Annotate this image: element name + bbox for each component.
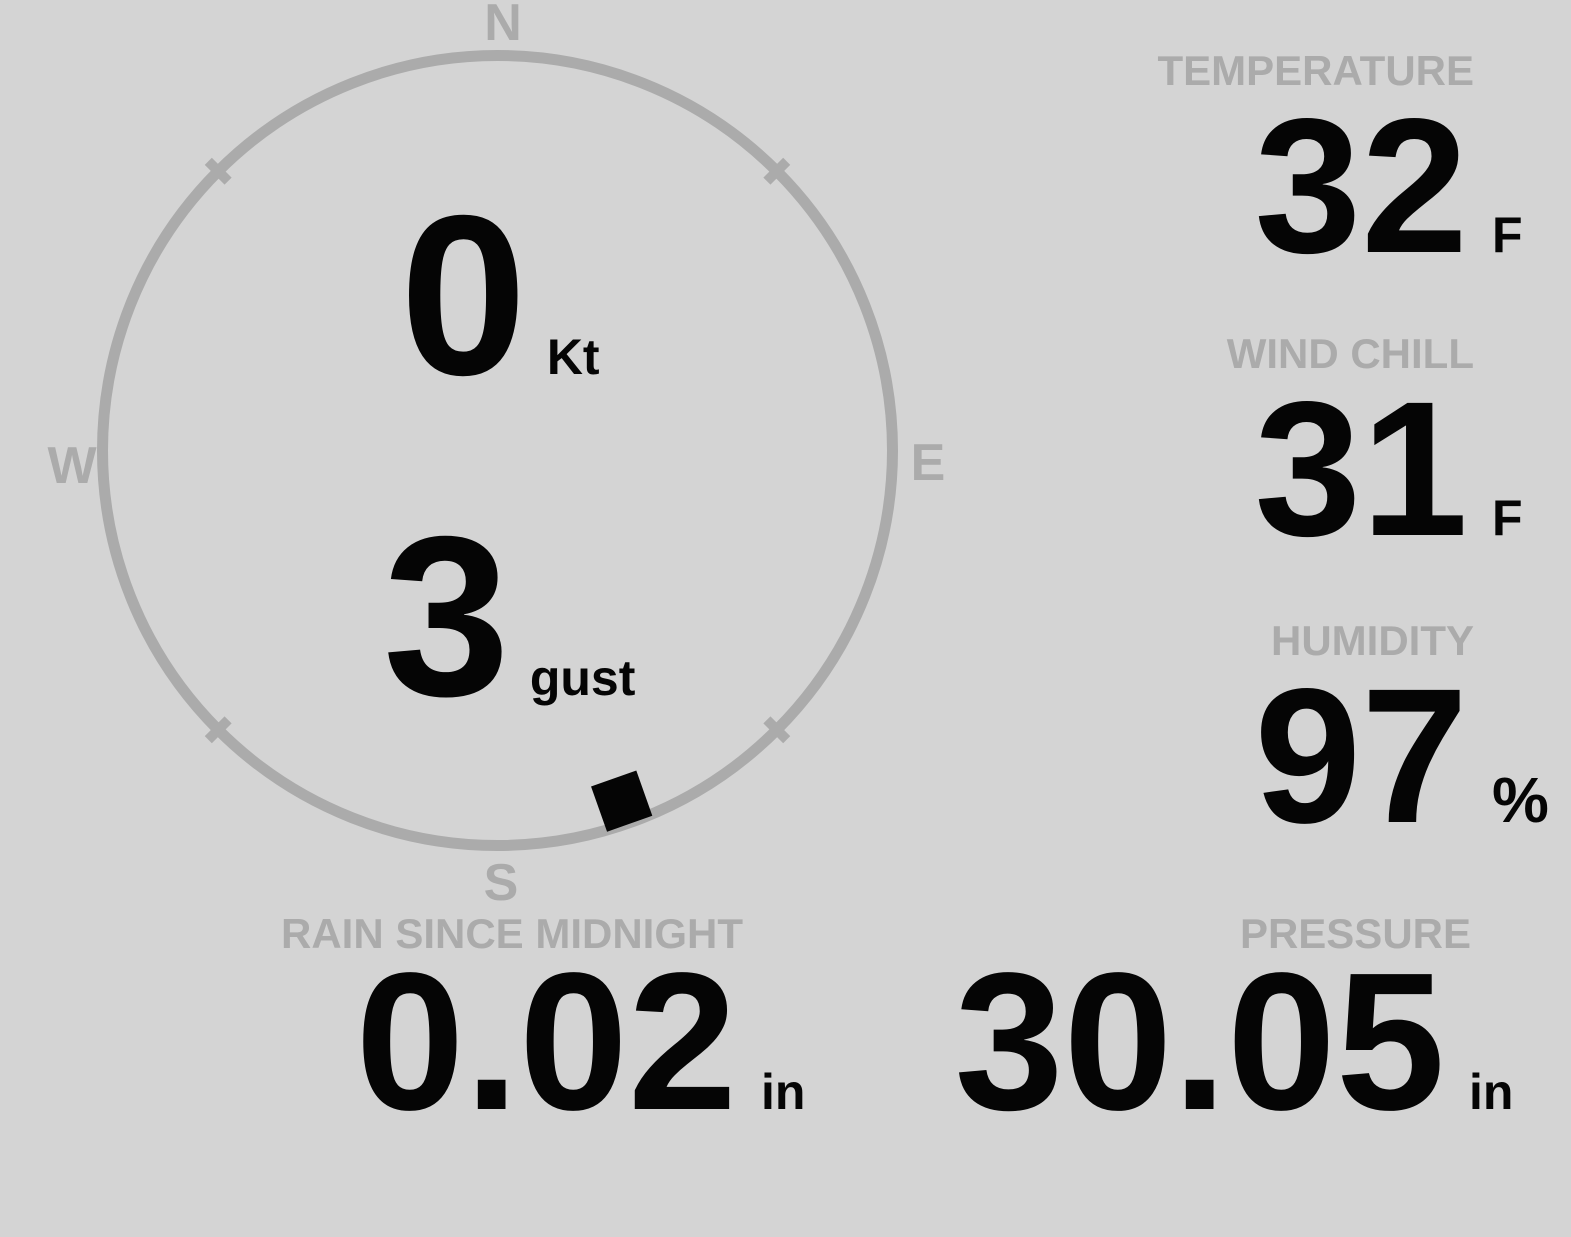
wind-direction-marker	[591, 770, 653, 832]
temperature-unit: F	[1492, 207, 1523, 263]
compass-tick-sw	[204, 716, 232, 744]
wind-speed-readout: 0 Kt	[400, 182, 600, 410]
compass-tick-se	[763, 716, 791, 744]
rain-since-midnight-value: 0.02	[355, 932, 737, 1151]
rain-since-midnight-metric: RAIN SINCE MIDNIGHT 0.02 in	[281, 913, 806, 1151]
compass-tick-ne	[763, 157, 791, 185]
wind-chill-metric: WIND CHILL 31 F	[1227, 333, 1523, 576]
pressure-label: PRESSURE	[1239, 910, 1471, 957]
humidity-unit: %	[1492, 764, 1549, 836]
wind-gust-unit: gust	[529, 650, 636, 706]
compass-tick-nw	[204, 157, 232, 185]
temperature-label: TEMPERATURE	[1157, 47, 1474, 94]
wind-chill-unit: F	[1492, 490, 1523, 546]
pressure-readout: 30.05 in	[954, 932, 1514, 1151]
wind-gust-value: 3	[383, 490, 510, 744]
pressure-metric: PRESSURE 30.05 in	[954, 913, 1514, 1151]
cardinal-north-label: N	[484, 0, 522, 52]
temperature-metric: TEMPERATURE 32 F	[1157, 50, 1522, 293]
wind-speed-value: 0	[400, 169, 527, 423]
pressure-unit: in	[1469, 1064, 1514, 1120]
rain-since-midnight-label: RAIN SINCE MIDNIGHT	[281, 910, 743, 957]
wind-chill-label: WIND CHILL	[1226, 330, 1474, 377]
rain-since-midnight-unit: in	[761, 1064, 806, 1120]
humidity-value: 97	[1254, 648, 1468, 863]
wind-chill-readout: 31 F	[1254, 361, 1522, 576]
temperature-value: 32	[1254, 78, 1468, 293]
humidity-label: HUMIDITY	[1271, 617, 1474, 664]
cardinal-west-label: W	[47, 437, 97, 495]
pressure-value: 30.05	[954, 932, 1445, 1151]
temperature-readout: 32 F	[1254, 78, 1522, 293]
wind-gust-readout: 3 gust	[383, 503, 635, 731]
humidity-metric: HUMIDITY 97%	[1254, 620, 1548, 863]
humidity-readout: 97%	[1254, 648, 1548, 863]
wind-chill-value: 31	[1254, 361, 1468, 576]
cardinal-south-label: S	[483, 854, 519, 912]
rain-since-midnight-readout: 0.02 in	[355, 932, 806, 1151]
cardinal-east-label: E	[910, 434, 946, 492]
compass-circle	[97, 50, 898, 851]
wind-speed-unit: Kt	[546, 329, 600, 385]
wind-compass-dial	[97, 50, 898, 851]
